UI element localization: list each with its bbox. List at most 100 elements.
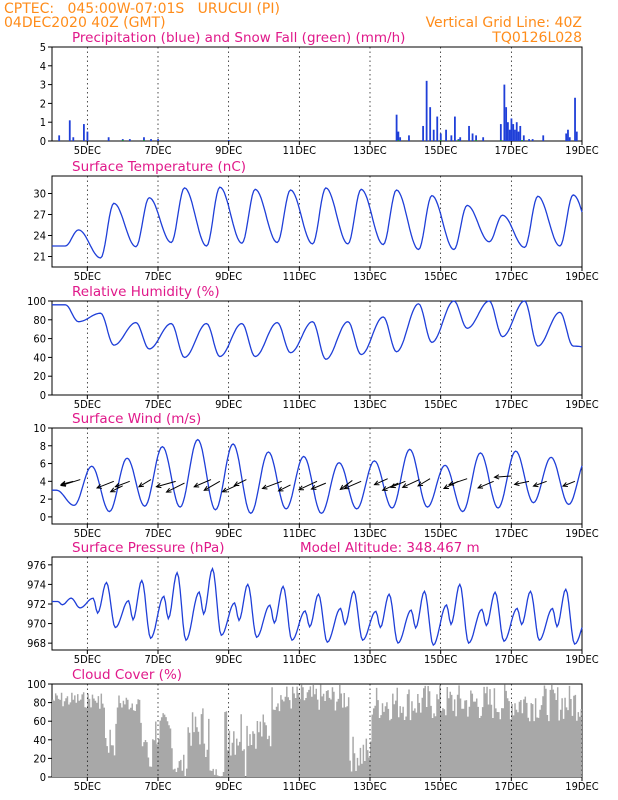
wind-arrow-head <box>277 486 284 492</box>
snow-bar <box>397 140 400 141</box>
humidity-xtick-label: 5DEC <box>74 398 101 411</box>
precip-ytick-label: 3 <box>40 79 46 92</box>
precip-bar <box>68 120 71 141</box>
wind-arrow <box>344 480 362 489</box>
wind-arrow-head <box>477 483 484 489</box>
precip-ytick-label: 1 <box>40 116 46 129</box>
wind-arrow-head <box>297 485 305 491</box>
wind-xtick-label: 9DEC <box>215 527 242 540</box>
wind-arrow-head <box>310 485 317 490</box>
wind-arrow <box>138 479 152 488</box>
panel-cloud: 5DEC 7DEC 9DEC 11DEC 13DEC 15DEC 17DEC 19DEC 0 20… <box>27 667 599 793</box>
precip-bar <box>514 129 516 141</box>
temperature-ytick-label: 24 <box>33 230 46 243</box>
precip-bar <box>542 135 545 141</box>
wind-title: Surface Wind (m/s) <box>72 411 201 427</box>
precip-bar <box>439 133 442 141</box>
header-grid-note: Vertical Grid Line: 40Z <box>426 15 582 31</box>
precip-bar <box>422 125 424 141</box>
precip-xtick-label: 17DEC <box>495 144 528 157</box>
wind-xtick-label: 17DEC <box>495 527 528 540</box>
wind-arrow <box>477 480 494 489</box>
pressure-title: Surface Pressure (hPa) <box>72 540 225 556</box>
pressure-subtitle: Model Altitude: 348.467 m <box>300 540 480 556</box>
cloud-ytick-label: 60 <box>33 715 46 728</box>
header-model-code: TQ0126L028 <box>491 30 582 46</box>
wind-arrow <box>417 478 431 487</box>
wind-ytick-label: 8 <box>40 440 46 453</box>
snow-bar <box>457 140 460 141</box>
precip-bar <box>429 107 432 141</box>
humidity-xtick-label: 15DEC <box>424 398 457 411</box>
wind-arrow-head <box>59 481 67 487</box>
pressure-xtick-label: 5DEC <box>74 653 101 666</box>
precip-bar <box>528 139 530 141</box>
precip-bar <box>436 116 439 141</box>
wind-arrow <box>514 480 530 485</box>
precip-bar <box>517 131 520 141</box>
wind-ytick-label: 4 <box>40 475 46 488</box>
precip-ytick-label: 4 <box>40 60 46 73</box>
cloud-ytick-label: 80 <box>33 697 46 710</box>
pressure-xtick-label: 19DEC <box>565 653 598 666</box>
snow-bar <box>499 140 502 141</box>
temperature-title: Surface Temperature (nC) <box>72 159 246 175</box>
wind-arrow <box>449 478 468 486</box>
temperature-xtick-label: 7DEC <box>144 270 171 283</box>
precip-bar <box>83 124 85 141</box>
wind-arrow-head <box>233 481 240 487</box>
pressure-xtick-label: 11DEC <box>283 653 316 666</box>
humidity-xtick-label: 17DEC <box>495 398 528 411</box>
precip-bar <box>575 131 578 141</box>
humidity-title: Relative Humidity (%) <box>72 284 220 300</box>
precip-bar <box>499 124 502 141</box>
wind-arrow-head <box>137 482 144 488</box>
precip-xtick-label: 13DEC <box>353 144 386 157</box>
precip-bar <box>86 131 89 141</box>
precip-bar <box>505 107 508 141</box>
wind-arrow <box>262 480 282 490</box>
wind-arrow-head <box>381 486 388 491</box>
cloud-ytick-label: 0 <box>40 771 46 784</box>
precip-frame <box>51 46 583 142</box>
wind-arrow <box>382 482 399 491</box>
humidity-ytick-label: 0 <box>40 389 46 402</box>
panel-temperature: 5DEC 7DEC 9DEC 11DEC 13DEC 15DEC 17DEC 19DEC 21 2… <box>33 159 598 283</box>
precip-bar <box>515 122 518 141</box>
wind-arrow-head <box>389 483 396 489</box>
precip-ytick-label: 2 <box>40 97 46 110</box>
wind-xtick-label: 15DEC <box>424 527 457 540</box>
wind-xtick-label: 7DEC <box>144 527 171 540</box>
wind-arrow <box>110 485 123 493</box>
cloud-ytick-label: 100 <box>27 678 46 691</box>
precip-bar <box>450 135 453 141</box>
temperature-xtick-label: 9DEC <box>215 270 242 283</box>
wind-arrow <box>96 480 115 489</box>
pressure-xtick-label: 13DEC <box>353 653 386 666</box>
wind-arrow-head <box>155 483 162 489</box>
wind-arrow <box>194 479 212 488</box>
wind-arrow <box>222 485 236 493</box>
pressure-ytick-label: 976 <box>27 559 46 572</box>
pressure-ytick-label: 968 <box>27 637 46 650</box>
precip-xtick-label: 19DEC <box>565 144 598 157</box>
wind-arrow-head <box>493 474 500 480</box>
humidity-line <box>52 300 583 361</box>
cloud-xtick-label: 19DEC <box>565 780 598 793</box>
wind-arrow-head <box>442 484 449 490</box>
wind-arrow <box>374 478 388 486</box>
snow-bar <box>521 140 523 141</box>
precip-xtick-label: 7DEC <box>144 144 171 157</box>
temperature-ytick-label: 21 <box>33 251 46 264</box>
wind-arrow <box>533 480 547 487</box>
precip-bar <box>58 135 61 141</box>
header-location: CPTEC: 045:00W-07:01S URUCUI (PI) <box>4 1 280 17</box>
cloud-xtick-label: 11DEC <box>283 780 316 793</box>
cloud-xtick-label: 13DEC <box>353 780 386 793</box>
humidity-xtick-label: 11DEC <box>283 398 316 411</box>
precip-bar <box>475 135 477 141</box>
wind-arrow-head <box>165 487 172 493</box>
cloud-area <box>52 684 582 777</box>
precip-bar <box>508 129 511 141</box>
